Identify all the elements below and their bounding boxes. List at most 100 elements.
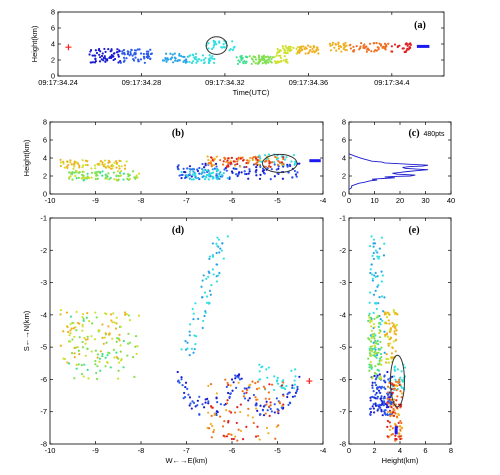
panel-a-source-point	[296, 45, 299, 49]
panel-b-source-point	[183, 176, 187, 180]
panel-d-source-point	[95, 377, 99, 381]
panel-a-source-point	[298, 51, 301, 54]
panel-d-source-point	[86, 338, 89, 341]
panel-e-source-point	[374, 393, 377, 396]
panel-a-source-point	[269, 55, 272, 58]
panel-b-source-point	[102, 165, 105, 168]
panel-e-source-point	[381, 319, 384, 323]
panel-b-source-point	[267, 157, 270, 160]
panel-e-source-point	[383, 296, 386, 299]
panel-d-source-point	[187, 393, 190, 396]
panel-b-source-point	[298, 162, 301, 165]
panel-a-source-point	[202, 58, 205, 61]
panel-a-source-point	[174, 57, 177, 60]
panel-b-source-point	[93, 164, 97, 167]
panel-d-source-point	[184, 340, 187, 343]
panel-d-source-point	[246, 389, 249, 392]
panel-d-source-point	[59, 308, 62, 312]
panel-d-source-point	[215, 392, 218, 395]
panel-d-source-point	[115, 356, 119, 359]
panel-c-xtick-label: 10	[370, 196, 378, 205]
panel-b-source-point	[70, 173, 74, 176]
panel-a-source-point	[147, 50, 150, 53]
panel-b-source-point	[281, 177, 285, 180]
panel-a-source-point	[117, 61, 120, 64]
panel-d-source-point	[255, 407, 258, 410]
panel-e-source-point	[389, 410, 392, 413]
panel-e-source-point	[367, 319, 370, 322]
panel-d-source-point	[207, 402, 210, 405]
panel-d-source-point	[255, 387, 259, 391]
panel-a-source-point	[91, 61, 95, 64]
panel-e-source-point	[394, 434, 397, 437]
panel-d-source-point	[90, 335, 93, 338]
panel-e-source-point	[377, 302, 380, 305]
panel-d-source-point	[211, 268, 214, 271]
panel-e-source-point	[371, 381, 374, 384]
panel-b-source-point	[295, 175, 298, 178]
panel-b-source-point	[207, 178, 210, 181]
panel-e-source-point	[378, 385, 381, 389]
panel-d-source-point	[96, 353, 99, 356]
panel-e-source-point	[392, 375, 396, 378]
panel-d-source-point	[202, 274, 205, 277]
panel-b-source-point	[273, 160, 276, 164]
panel-b-source-point	[127, 172, 130, 176]
panel-d-source-point	[202, 406, 206, 409]
panel-d-source-point	[123, 313, 127, 316]
panel-e-source-point	[385, 353, 388, 356]
panel-a-source-point	[251, 58, 254, 61]
panel-b-source-point	[119, 169, 123, 173]
panel-b-source-point	[181, 173, 184, 176]
panel-d-source-point	[115, 322, 118, 325]
panel-b-source-point	[277, 159, 280, 163]
panel-a-source-point	[270, 57, 273, 61]
panel-b-source-point	[273, 175, 276, 178]
panel-d-source-point	[251, 380, 254, 383]
panel-d-source-point	[294, 391, 298, 395]
panel-e-source-point	[369, 319, 372, 322]
panel-b-source-point	[269, 178, 272, 181]
panel-e-source-point	[395, 389, 398, 392]
panel-b-source-point	[235, 157, 238, 161]
panel-b-source-point	[112, 171, 115, 174]
panel-b-source-point	[243, 170, 246, 173]
panel-e-source-point	[383, 330, 386, 333]
panel-e-ytick-label: -8	[339, 440, 346, 449]
panel-d-source-point	[84, 342, 87, 345]
panel-b-source-point	[119, 174, 122, 177]
panel-e-source-point	[373, 337, 376, 340]
panel-b-source-point	[225, 169, 228, 172]
panel-e-source-point	[380, 363, 383, 366]
panel-d-source-point	[282, 394, 285, 397]
panel-b-source-point	[122, 172, 125, 175]
panel-b-source-point	[212, 176, 215, 179]
panel-b-source-point	[254, 157, 258, 160]
panel-d-source-point	[227, 383, 230, 387]
panel-d-source-point	[73, 377, 76, 380]
panel-b-source-point	[113, 161, 116, 164]
panel-e-source-point	[391, 383, 394, 386]
panel-d-source-point	[228, 410, 231, 413]
panel-a-source-point	[163, 59, 166, 62]
panel-a-source-point	[286, 61, 289, 64]
panel-d-source-point	[197, 317, 200, 321]
panel-b-source-point	[268, 161, 271, 164]
panel-a-source-point	[264, 55, 268, 59]
panel-d-source-point	[207, 302, 211, 305]
panel-b-source-point	[211, 171, 215, 174]
panel-b-ytick-label: 8	[43, 118, 47, 127]
panel-d-source-point	[241, 390, 244, 393]
panel-d-source-point	[75, 363, 78, 366]
panel-b-ytick-label: 6	[43, 136, 47, 145]
panel-d-source-point	[94, 363, 97, 366]
panel-d-source-point	[216, 263, 219, 266]
panel-a-source-point	[289, 45, 292, 49]
panel-d-source-point	[257, 434, 260, 438]
panel-e-source-point	[379, 406, 382, 409]
panel-e-source-point	[394, 424, 397, 427]
panel-b-source-point	[248, 168, 251, 171]
panel-a-ytick-label: 2	[51, 56, 55, 65]
panel-e-xtick-label: 2	[372, 446, 376, 455]
panel-e-source-point	[379, 397, 383, 400]
